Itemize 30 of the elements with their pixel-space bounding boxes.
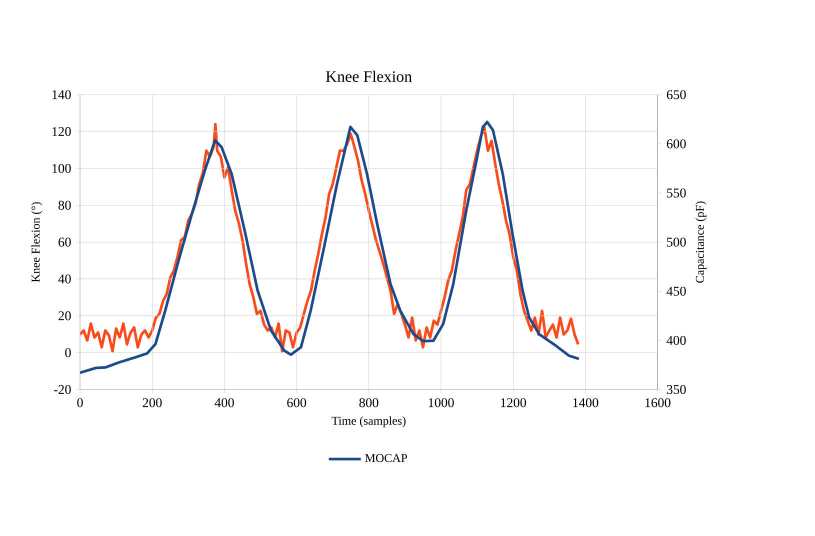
x-tick-label: 0	[77, 398, 83, 408]
x-tick-label: 200	[142, 398, 162, 408]
x-axis-title: Time (samples)	[332, 416, 406, 428]
y2-tick-label: 500	[667, 237, 686, 246]
x-tick-label: 400	[214, 398, 234, 408]
y-tick-label: -20	[54, 384, 71, 394]
y-tick-label: 80	[58, 200, 71, 210]
x-tick-label: 1000	[428, 398, 454, 408]
chart-title: Knee Flexion	[326, 70, 412, 82]
y2-tick-label: 650	[666, 90, 686, 100]
y2-tick-label: 550	[667, 188, 686, 198]
y-axis-title: Knee Flexion (°)	[31, 202, 42, 282]
y-tick-label: 60	[58, 237, 71, 246]
legend-label: MOCAP	[365, 454, 408, 462]
x-tick-label: 1400	[573, 398, 598, 408]
y2-tick-label: 350	[666, 384, 686, 394]
y-tick-label: 120	[52, 126, 71, 136]
x-tick-label: 1200	[501, 398, 526, 408]
y-tick-label: 20	[58, 311, 71, 320]
y-tick-label: 40	[58, 274, 71, 284]
y-tick-label: 140	[52, 90, 71, 100]
y2-tick-label: 600	[666, 139, 686, 148]
y-tick-label: 100	[52, 164, 71, 173]
y2-tick-label: 450	[666, 286, 686, 296]
x-tick-label: 1600	[645, 398, 670, 408]
y2-axis-title: Capacitance (pF)	[695, 201, 706, 283]
x-tick-label: 800	[359, 398, 378, 408]
y2-tick-label: 400	[666, 336, 686, 345]
y-tick-label: 0	[65, 348, 71, 358]
x-tick-label: 600	[287, 398, 306, 408]
